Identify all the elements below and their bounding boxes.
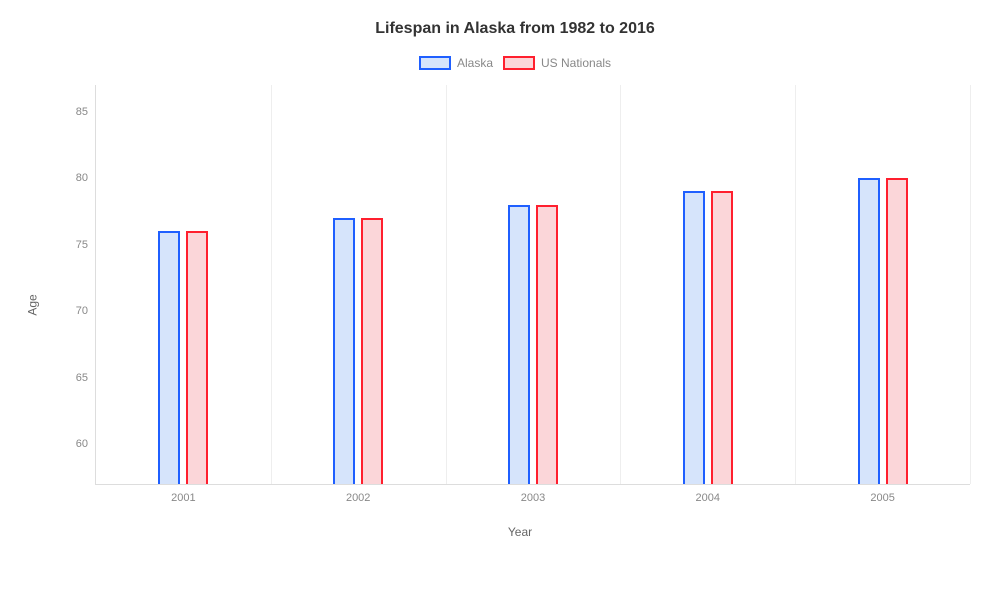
bar-us-nationals bbox=[711, 191, 733, 484]
x-tick-label: 2001 bbox=[171, 492, 195, 504]
gridline-vertical bbox=[970, 85, 971, 484]
chart-container: Lifespan in Alaska from 1982 to 2016 Ala… bbox=[0, 0, 1000, 600]
gridline-vertical bbox=[795, 85, 796, 484]
legend-swatch-us-nationals bbox=[503, 56, 535, 70]
bar-alaska bbox=[858, 178, 880, 484]
gridline-vertical bbox=[271, 85, 272, 484]
y-axis-label: Age bbox=[26, 294, 40, 315]
chart-title: Lifespan in Alaska from 1982 to 2016 bbox=[60, 20, 970, 38]
bar-us-nationals bbox=[186, 231, 208, 484]
bar-alaska bbox=[508, 205, 530, 484]
bar-alaska bbox=[683, 191, 705, 484]
legend: Alaska US Nationals bbox=[60, 56, 970, 70]
x-axis-label: Year bbox=[508, 525, 532, 539]
x-tick-label: 2002 bbox=[346, 492, 370, 504]
y-tick-label: 75 bbox=[76, 239, 88, 251]
bar-us-nationals bbox=[361, 218, 383, 484]
x-tick-label: 2003 bbox=[521, 492, 545, 504]
x-tick-label: 2005 bbox=[870, 492, 894, 504]
legend-label-us-nationals: US Nationals bbox=[541, 56, 611, 70]
legend-label-alaska: Alaska bbox=[457, 56, 493, 70]
plot-wrap: Age 60657075808520012002200320042005 Yea… bbox=[70, 85, 970, 525]
bar-alaska bbox=[158, 231, 180, 484]
bar-alaska bbox=[333, 218, 355, 484]
y-tick-label: 85 bbox=[76, 106, 88, 118]
y-tick-label: 60 bbox=[76, 438, 88, 450]
y-tick-label: 65 bbox=[76, 372, 88, 384]
legend-swatch-alaska bbox=[419, 56, 451, 70]
bar-us-nationals bbox=[886, 178, 908, 484]
y-tick-label: 80 bbox=[76, 172, 88, 184]
legend-item-alaska: Alaska bbox=[419, 56, 493, 70]
legend-item-us-nationals: US Nationals bbox=[503, 56, 611, 70]
gridline-vertical bbox=[446, 85, 447, 484]
bar-us-nationals bbox=[536, 205, 558, 484]
gridline-vertical bbox=[620, 85, 621, 484]
x-tick-label: 2004 bbox=[696, 492, 720, 504]
plot-area: 60657075808520012002200320042005 bbox=[95, 85, 970, 485]
y-tick-label: 70 bbox=[76, 305, 88, 317]
